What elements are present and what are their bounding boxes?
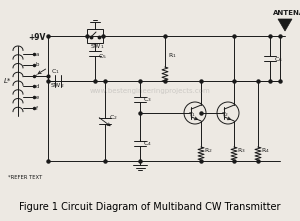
Text: ANTENA: ANTENA <box>273 10 300 16</box>
Text: R$_2$: R$_2$ <box>204 147 213 155</box>
Text: c: c <box>36 73 39 78</box>
Text: f: f <box>36 105 38 110</box>
Text: R$_1$: R$_1$ <box>168 51 177 60</box>
Text: R$_3$: R$_3$ <box>237 147 246 155</box>
Text: Figure 1 Circuit Diagram of Multiband CW Transmitter: Figure 1 Circuit Diagram of Multiband CW… <box>19 202 281 212</box>
Text: C$_5$: C$_5$ <box>98 52 107 61</box>
Text: C$_3$: C$_3$ <box>143 95 152 105</box>
Text: SW$_2$: SW$_2$ <box>50 82 64 91</box>
Text: a: a <box>36 51 39 57</box>
Text: b: b <box>36 62 39 67</box>
Text: L*: L* <box>4 78 11 84</box>
Bar <box>87 29 103 43</box>
Text: T$_1$: T$_1$ <box>188 110 196 119</box>
Text: *REFER TEXT: *REFER TEXT <box>8 175 42 180</box>
Text: e: e <box>36 95 39 100</box>
Text: C$_4$: C$_4$ <box>143 139 152 149</box>
Polygon shape <box>278 19 292 31</box>
Text: C$_2$: C$_2$ <box>109 114 118 122</box>
Text: +9V: +9V <box>28 32 45 42</box>
Text: C$_6$: C$_6$ <box>274 55 283 64</box>
Text: SW$_1$: SW$_1$ <box>90 42 105 51</box>
Text: www.bestengineeringprojects.com: www.bestengineeringprojects.com <box>90 88 210 94</box>
Text: C$_1$: C$_1$ <box>51 67 59 76</box>
Text: R$_4$: R$_4$ <box>261 147 270 155</box>
Text: d: d <box>36 84 39 89</box>
Text: T$_2$: T$_2$ <box>221 110 229 119</box>
